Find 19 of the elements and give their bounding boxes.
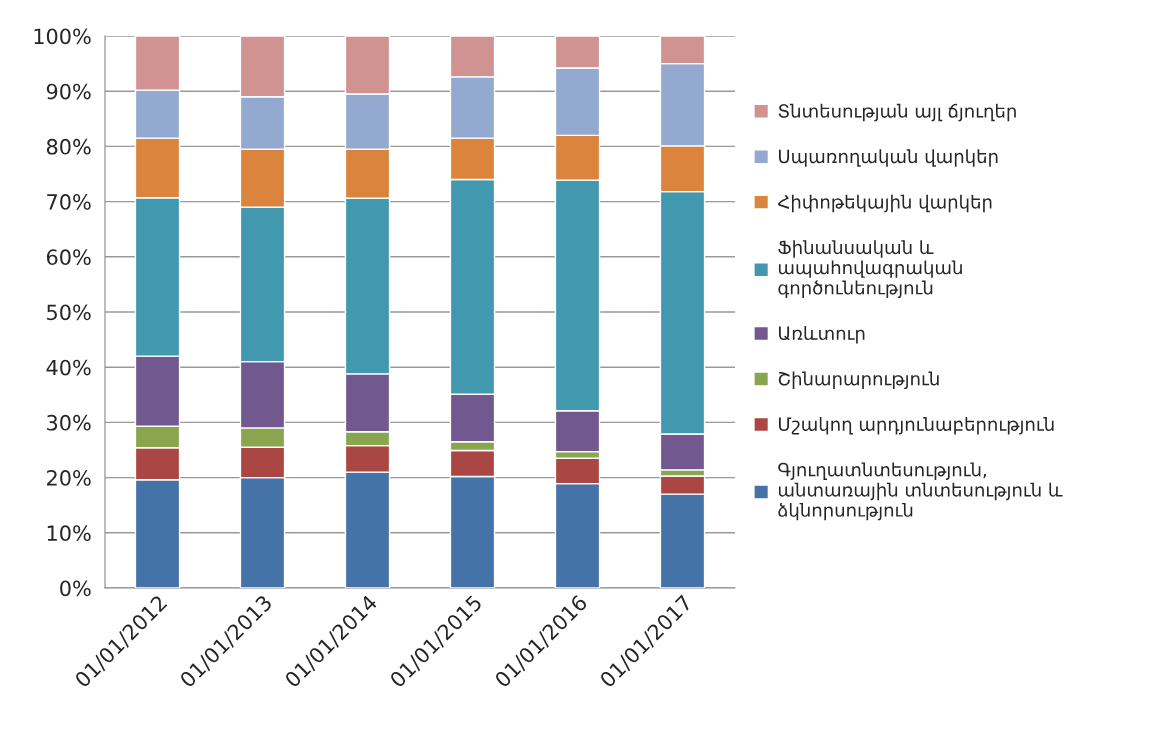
y-tick-label: 40% bbox=[46, 359, 91, 376]
legend-label: Գյուղատնտեսություն, անտառային տնտեսություն և ձկնորսություն bbox=[778, 462, 1063, 521]
y-tick-label: 60% bbox=[46, 249, 91, 266]
legend-label: Առևտուր bbox=[778, 326, 865, 344]
y-tick-label: 80% bbox=[46, 138, 91, 155]
legend-label: Շինարարություն bbox=[778, 371, 939, 389]
y-tick-label: 70% bbox=[47, 194, 91, 210]
y-tick-label: 50% bbox=[47, 304, 91, 321]
legend-label: Ֆինանսական և ապահովագրական գործունեություն bbox=[778, 240, 962, 299]
legend-label: Տնտեսության այլ ճյուղեր bbox=[778, 103, 1016, 122]
y-tick-label: 0% bbox=[60, 580, 91, 597]
y-tick-label: 90% bbox=[46, 83, 91, 100]
y-tick-label: 100% bbox=[34, 28, 91, 45]
legend-label: Մշակող արդյունաբերություն bbox=[778, 416, 1054, 435]
legend-label: Սպառողական վարկեր bbox=[778, 149, 998, 167]
y-tick-label: 10% bbox=[47, 525, 91, 542]
legend-label: Հիփոթեկային վարկեր bbox=[778, 194, 992, 213]
y-tick-label: 20% bbox=[47, 470, 91, 486]
y-tick-label: 30% bbox=[47, 414, 91, 431]
